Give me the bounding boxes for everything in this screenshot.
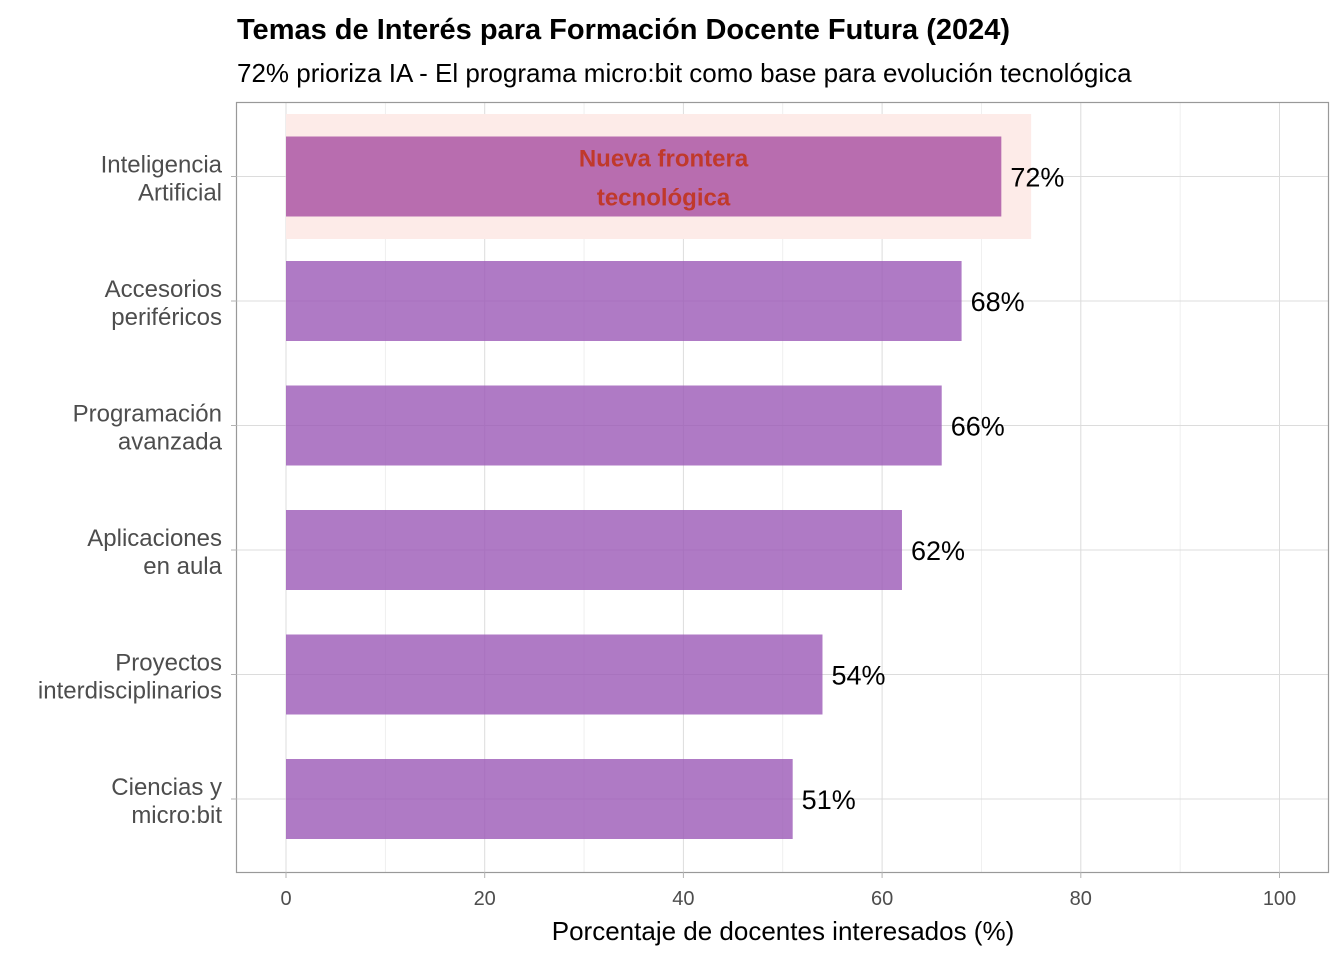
annotation-text: tecnológica <box>597 185 731 212</box>
value-axis: 0 20 40 60 80 100 <box>280 872 1296 910</box>
chart-subtitle: 72% prioriza IA - El programa micro:bit … <box>237 58 1132 88</box>
category-label: Inteligencia Artificial <box>101 152 223 207</box>
chart-title: Temas de Interés para Formación Docente … <box>237 14 1010 46</box>
category-axis: Inteligencia Artificial Accesorios periféri… <box>38 152 237 829</box>
category-label-line: interdisciplinarios <box>38 678 222 705</box>
category-label-line: micro:bit <box>131 802 222 829</box>
bars <box>286 136 1002 839</box>
category-label-line: en aula <box>143 553 222 580</box>
x-tick-label: 60 <box>871 888 893 910</box>
category-label: Proyectos interdisciplinarios <box>38 650 222 705</box>
bar <box>286 261 962 341</box>
bar <box>286 759 793 839</box>
value-label: 66% <box>951 412 1005 442</box>
category-label-line: Inteligencia <box>101 152 223 179</box>
category-label-line: periféricos <box>111 304 222 331</box>
category-label-line: Programación <box>73 401 222 428</box>
x-tick-label: 20 <box>474 888 496 910</box>
x-tick-label: 80 <box>1070 888 1092 910</box>
bar <box>286 136 1002 217</box>
x-tick-label: 0 <box>280 888 291 910</box>
category-label-line: Aplicaciones <box>87 525 222 552</box>
category-label-line: Accesorios <box>105 276 222 303</box>
bar <box>286 385 942 466</box>
bar <box>286 634 823 715</box>
annotation-text: Nueva frontera <box>579 146 749 173</box>
bar <box>286 510 902 590</box>
value-label: 51% <box>802 785 856 815</box>
value-label: 54% <box>831 661 885 691</box>
category-label: Accesorios periféricos <box>105 276 222 331</box>
category-label: Programación avanzada <box>73 401 223 456</box>
plot-panel-border <box>235 101 1330 874</box>
value-label: 72% <box>1010 163 1064 193</box>
x-axis-title: Porcentaje de docentes interesados (%) <box>552 916 1015 946</box>
x-tick-label: 40 <box>672 888 694 910</box>
annotation: Nueva frontera tecnológica <box>579 146 749 212</box>
category-label-line: Ciencias y <box>111 774 222 801</box>
x-tick-label: 100 <box>1263 888 1296 910</box>
category-label-line: Artificial <box>138 180 222 207</box>
value-labels: 72% 68% 66% 62% 54% 51% <box>802 163 1065 816</box>
value-label: 62% <box>911 536 965 566</box>
value-label: 68% <box>971 287 1025 317</box>
category-label-line: avanzada <box>118 429 223 456</box>
category-label: Aplicaciones en aula <box>87 525 222 580</box>
category-label: Ciencias y micro:bit <box>111 774 222 829</box>
category-label-line: Proyectos <box>115 650 222 677</box>
